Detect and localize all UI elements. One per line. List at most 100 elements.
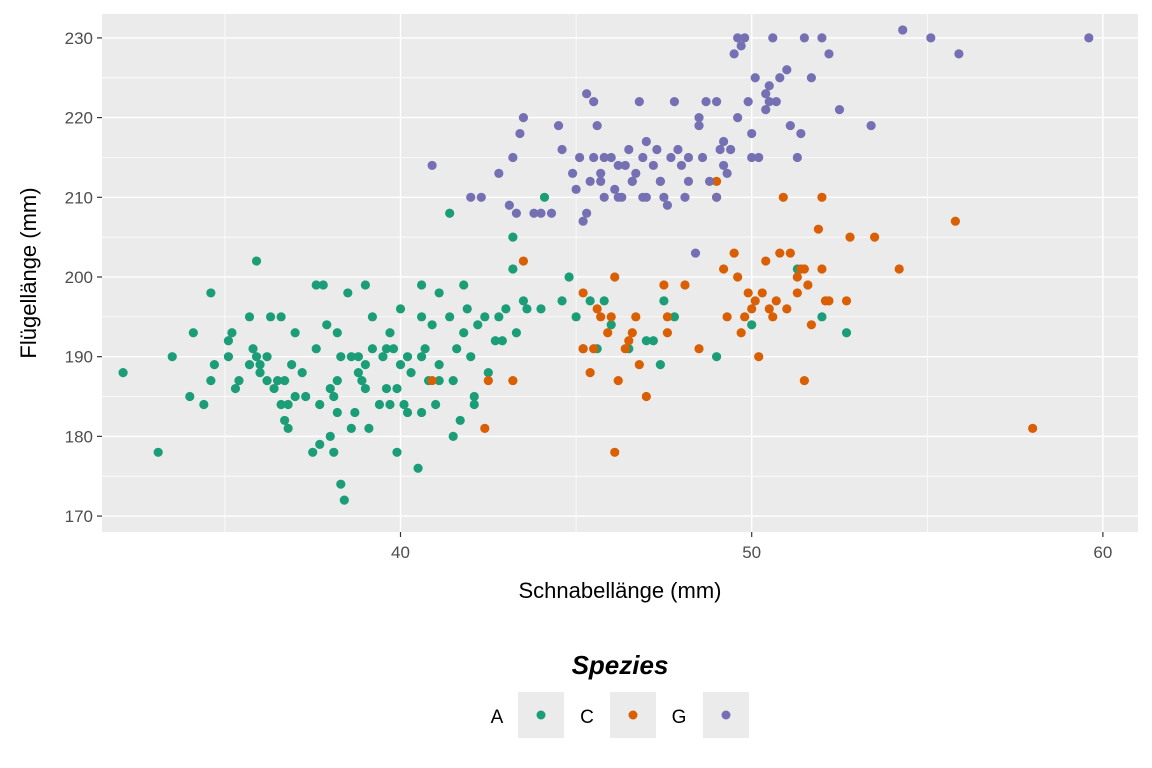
- y-tick-label: 200: [65, 268, 93, 287]
- legend-dot-c: [628, 710, 638, 720]
- data-point-a: [339, 495, 349, 505]
- data-point-c: [757, 288, 767, 298]
- data-point-a: [353, 352, 363, 362]
- data-point-a: [480, 312, 490, 322]
- data-point-a: [659, 296, 669, 306]
- data-point-g: [620, 160, 630, 171]
- data-point-a: [350, 407, 360, 418]
- data-point-a: [459, 280, 469, 290]
- data-point-a: [459, 328, 469, 338]
- data-point-g: [648, 160, 658, 171]
- data-point-c: [1028, 423, 1038, 433]
- data-point-g: [733, 33, 743, 43]
- data-point-g: [631, 168, 641, 178]
- data-point-a: [367, 344, 378, 354]
- data-point-a: [255, 360, 265, 370]
- data-point-a: [462, 304, 472, 314]
- data-point-a: [599, 296, 609, 306]
- x-tick-label: 40: [391, 543, 410, 562]
- data-point-a: [395, 360, 406, 370]
- data-point-g: [599, 192, 609, 202]
- data-point-a: [395, 304, 406, 314]
- data-point-g: [680, 192, 690, 202]
- data-point-c: [778, 192, 788, 202]
- data-point-g: [589, 152, 599, 163]
- data-point-g: [711, 192, 722, 202]
- data-point-a: [269, 383, 279, 394]
- data-point-a: [287, 360, 297, 370]
- data-point-g: [683, 152, 694, 163]
- data-point-c: [792, 288, 802, 298]
- data-point-a: [343, 288, 353, 298]
- legend-label-c: C: [580, 707, 594, 728]
- data-point-g: [655, 176, 665, 186]
- data-point-a: [185, 391, 195, 402]
- data-point-a: [280, 415, 290, 426]
- data-point-a: [276, 312, 286, 322]
- y-tick-label: 190: [65, 348, 93, 367]
- data-point-a: [297, 368, 307, 378]
- data-point-c: [631, 312, 641, 322]
- data-point-a: [466, 352, 476, 362]
- data-point-c: [750, 296, 760, 306]
- data-point-a: [606, 320, 616, 330]
- data-point-g: [546, 208, 557, 218]
- data-point-c: [641, 391, 651, 402]
- data-point-a: [416, 280, 427, 290]
- data-point-c: [620, 344, 630, 354]
- data-point-g: [719, 160, 729, 171]
- data-point-g: [634, 97, 644, 107]
- data-point-a: [469, 399, 479, 410]
- data-point-g: [775, 73, 785, 83]
- data-point-a: [508, 264, 518, 274]
- data-point-a: [416, 407, 427, 418]
- data-point-a: [153, 447, 163, 457]
- data-point-a: [206, 288, 216, 298]
- data-point-g: [764, 97, 774, 107]
- data-point-g: [747, 152, 757, 163]
- data-point-g: [669, 97, 680, 107]
- data-point-c: [585, 368, 595, 378]
- data-point-a: [455, 415, 465, 426]
- data-point-a: [385, 399, 395, 410]
- data-point-a: [448, 431, 458, 441]
- data-point-a: [381, 383, 392, 394]
- data-point-c: [799, 375, 809, 386]
- data-point-c: [775, 248, 785, 258]
- data-point-a: [469, 391, 479, 402]
- data-point-c: [627, 328, 637, 338]
- data-point-g: [466, 192, 476, 202]
- data-point-c: [740, 312, 750, 322]
- data-point-c: [722, 312, 732, 322]
- data-point-g: [764, 81, 774, 91]
- data-point-g: [511, 208, 521, 218]
- data-point-g: [719, 136, 729, 147]
- data-point-g: [694, 120, 704, 131]
- data-point-c: [508, 375, 518, 386]
- data-point-a: [318, 280, 328, 290]
- y-tick-label: 170: [65, 507, 93, 526]
- data-point-a: [452, 344, 462, 354]
- data-point-g: [694, 113, 704, 123]
- data-point-c: [659, 280, 669, 290]
- data-point-c: [792, 272, 802, 282]
- data-point-a: [571, 312, 581, 322]
- data-point-a: [290, 328, 300, 338]
- data-point-g: [518, 113, 529, 123]
- data-point-g: [567, 168, 578, 178]
- data-point-a: [445, 208, 455, 218]
- data-point-g: [659, 192, 669, 202]
- y-tick-label: 220: [65, 109, 93, 128]
- x-axis-title: Schnabellänge (mm): [519, 578, 722, 603]
- data-point-c: [610, 447, 620, 457]
- data-point-g: [529, 208, 539, 218]
- data-point-g: [747, 128, 757, 139]
- y-tick-label: 180: [65, 427, 93, 446]
- data-point-c: [719, 264, 729, 274]
- data-point-g: [557, 144, 567, 155]
- data-point-a: [490, 336, 500, 346]
- data-point-a: [364, 423, 374, 433]
- data-point-a: [434, 375, 444, 386]
- data-point-a: [255, 368, 265, 378]
- data-point-c: [624, 336, 634, 346]
